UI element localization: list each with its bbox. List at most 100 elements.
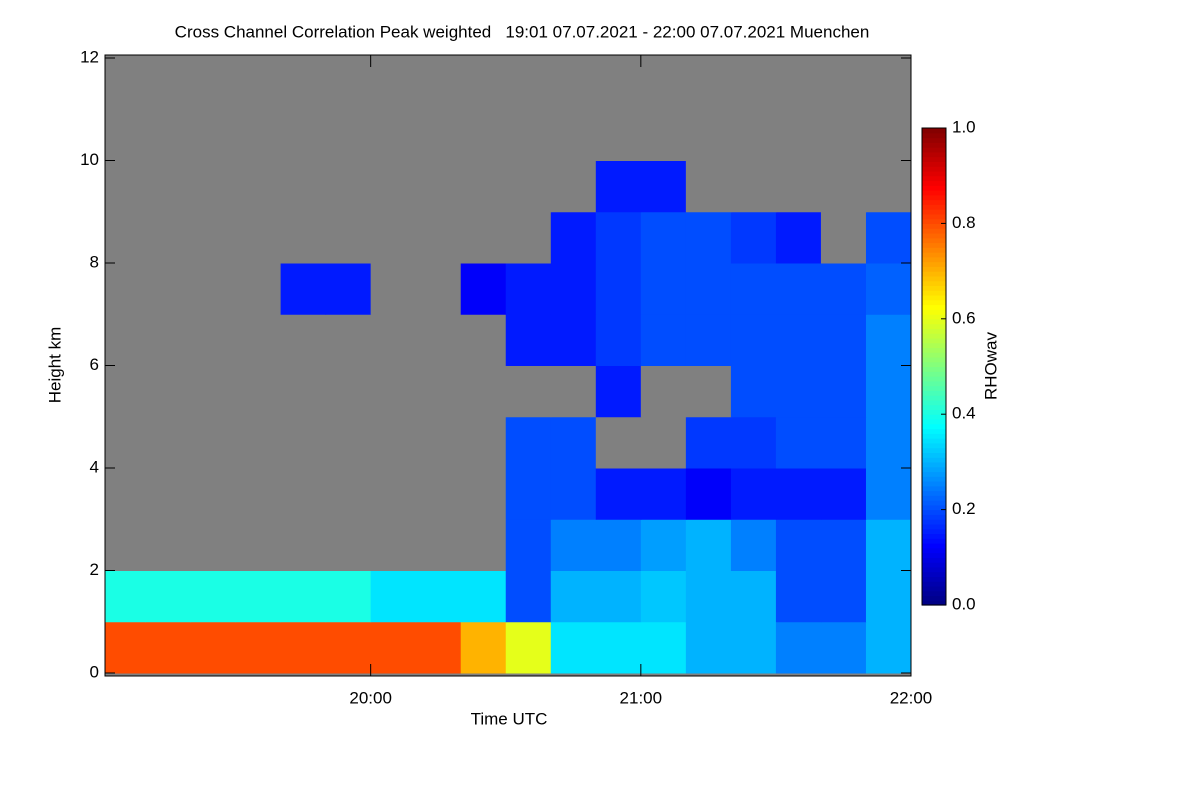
missing-cell — [595, 58, 642, 110]
colorbar-segment — [922, 471, 946, 477]
colorbar-segment — [922, 442, 946, 449]
missing-cell — [280, 468, 327, 520]
colorbar-segment — [922, 237, 946, 244]
colorbar-segment — [922, 376, 946, 382]
missing-cell — [460, 211, 507, 264]
heat-cell — [820, 314, 867, 366]
heat-cell — [595, 468, 642, 520]
colorbar-segment — [922, 428, 946, 434]
missing-cell — [235, 160, 282, 213]
heat-cell — [280, 263, 327, 315]
heat-cell — [550, 314, 597, 366]
heat-cell — [865, 570, 912, 623]
missing-cell — [550, 58, 597, 110]
missing-cell — [280, 519, 327, 571]
heat-cell — [775, 314, 822, 366]
missing-cell — [105, 416, 147, 469]
missing-cell — [105, 109, 147, 161]
missing-cell — [235, 468, 282, 520]
missing-cell — [370, 109, 417, 161]
missing-cell — [105, 160, 147, 213]
missing-cell — [105, 365, 147, 418]
heat-cell — [550, 263, 597, 315]
heat-cell — [685, 621, 732, 674]
y-tick-label: 8 — [90, 252, 99, 271]
colorbar-segment — [922, 366, 946, 372]
missing-cell — [685, 109, 732, 161]
missing-cell — [460, 519, 507, 571]
colorbar-segment — [922, 213, 946, 220]
heat-cell — [775, 211, 822, 264]
missing-cell — [325, 314, 372, 366]
colorbar-segment — [922, 385, 946, 391]
colorbar-segment — [922, 218, 946, 224]
missing-cell — [145, 519, 192, 571]
missing-cell — [235, 58, 282, 110]
colorbar-segment — [922, 314, 946, 320]
missing-cell — [820, 211, 867, 264]
missing-cell — [145, 160, 192, 213]
missing-cell — [145, 211, 192, 264]
heat-cell — [595, 570, 642, 623]
colorbar-segment — [922, 485, 946, 492]
colorbar-segment — [922, 533, 946, 539]
colorbar-segment — [922, 290, 946, 296]
missing-cell — [460, 416, 507, 469]
heat-cell — [595, 621, 642, 674]
heat-cell — [865, 416, 912, 469]
colorbar-tick-label: 0.6 — [952, 308, 976, 327]
heat-cell — [730, 570, 777, 623]
missing-cell — [190, 211, 237, 264]
heat-cell — [820, 519, 867, 571]
heat-cell — [685, 519, 732, 571]
colorbar-segment — [922, 438, 946, 444]
colorbar-segment — [922, 228, 946, 234]
colorbar-segment — [922, 509, 946, 515]
heat-cell — [190, 621, 237, 674]
heat-cell — [325, 621, 372, 674]
missing-cell — [505, 109, 552, 161]
missing-cell — [325, 519, 372, 571]
heat-cell — [640, 211, 687, 264]
heat-cell — [820, 263, 867, 315]
heat-cell — [865, 519, 912, 571]
heat-cell — [685, 314, 732, 366]
missing-cell — [190, 468, 237, 520]
heat-cell — [775, 570, 822, 623]
colorbar-segment — [922, 199, 946, 205]
heat-cell — [865, 263, 912, 315]
heat-cell — [775, 263, 822, 315]
colorbar-segment — [922, 371, 946, 377]
colorbar-segment — [922, 495, 946, 501]
y-tick-label: 10 — [80, 150, 99, 169]
missing-cell — [370, 416, 417, 469]
colorbar-segment — [922, 175, 946, 182]
colorbar-segment — [922, 356, 946, 363]
missing-cell — [190, 416, 237, 469]
heat-cell — [505, 570, 552, 623]
heat-cell — [640, 519, 687, 571]
heat-cell — [775, 416, 822, 469]
missing-cell — [235, 263, 282, 315]
missing-cell — [145, 263, 192, 315]
missing-cell — [280, 211, 327, 264]
missing-cell — [865, 58, 912, 110]
missing-cell — [595, 416, 642, 469]
heat-cell — [595, 263, 642, 315]
colorbar-segment — [922, 194, 946, 201]
missing-cell — [370, 58, 417, 110]
heat-cell — [865, 314, 912, 366]
heat-cell — [550, 416, 597, 469]
missing-cell — [415, 263, 462, 315]
colorbar-segment — [922, 128, 946, 134]
missing-cell — [685, 58, 732, 110]
y-tick-label: 6 — [90, 355, 99, 374]
heat-cell — [370, 570, 417, 623]
heat-cell — [505, 314, 552, 366]
heat-cell — [415, 621, 462, 674]
missing-cell — [460, 160, 507, 213]
colorbar-segment — [922, 166, 946, 172]
colorbar-segment — [922, 342, 946, 349]
missing-cell — [235, 365, 282, 418]
colorbar-tick-label: 1.0 — [952, 117, 976, 136]
